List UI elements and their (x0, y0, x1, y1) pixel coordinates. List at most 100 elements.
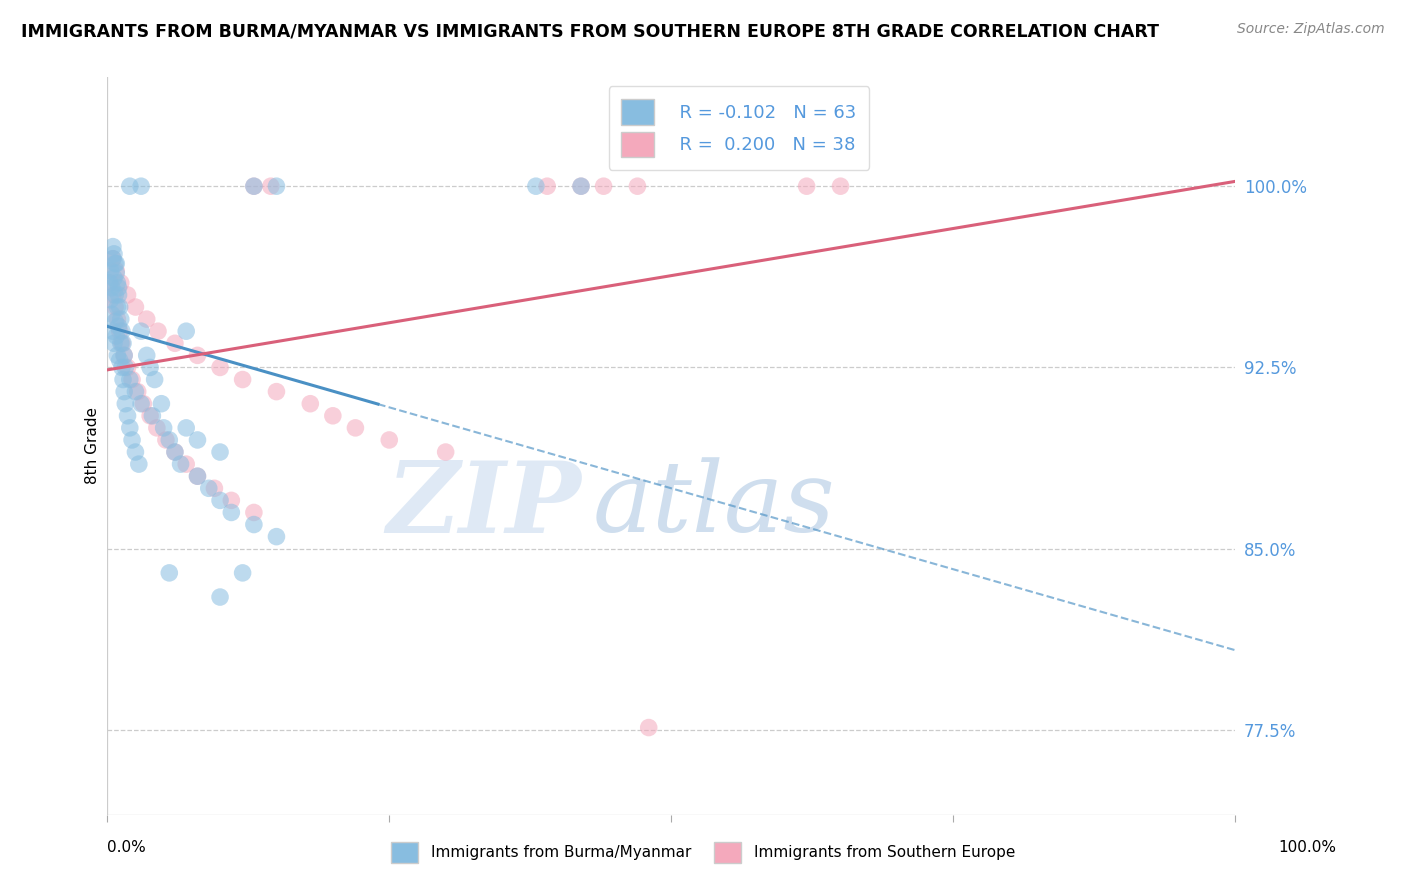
Text: Source: ZipAtlas.com: Source: ZipAtlas.com (1237, 22, 1385, 37)
Point (243, 506, 266, 520)
Point (186, 433, 208, 447)
Point (344, 421, 367, 435)
Point (266, 384, 288, 399)
Point (266, 179, 288, 194)
Point (112, 384, 135, 399)
Point (209, 445, 232, 459)
Point (112, 372, 135, 386)
Point (124, 445, 146, 459)
Point (146, 324, 169, 338)
Point (221, 493, 243, 508)
Point (111, 324, 134, 338)
Point (100, 281, 122, 295)
Point (124, 300, 146, 314)
Point (110, 312, 132, 326)
Point (243, 179, 266, 194)
Point (146, 421, 169, 435)
Point (117, 409, 139, 423)
Point (104, 288, 127, 302)
Point (378, 433, 401, 447)
Point (110, 336, 132, 351)
Point (124, 384, 146, 399)
Point (108, 300, 131, 314)
Point (209, 590, 232, 604)
Point (197, 481, 219, 495)
Point (163, 336, 186, 351)
Point (169, 457, 191, 471)
Point (101, 288, 124, 302)
Point (129, 179, 152, 194)
Point (104, 300, 127, 314)
Point (100, 264, 122, 278)
Text: ZIP: ZIP (387, 457, 581, 553)
Point (117, 288, 139, 302)
Point (114, 397, 136, 411)
Point (150, 397, 173, 411)
Point (118, 421, 141, 435)
Point (114, 360, 136, 375)
Point (127, 384, 149, 399)
Point (98, 276, 121, 290)
Point (108, 324, 131, 338)
Point (163, 445, 186, 459)
Point (105, 329, 128, 343)
Y-axis label: 8th Grade: 8th Grade (86, 408, 100, 484)
Point (141, 409, 163, 423)
Point (101, 252, 124, 266)
Point (103, 271, 125, 285)
Point (569, 179, 592, 194)
Point (157, 433, 180, 447)
Point (101, 324, 124, 338)
Point (107, 319, 129, 334)
Point (107, 281, 129, 295)
Point (128, 457, 150, 471)
Text: atlas: atlas (592, 458, 835, 553)
Point (232, 372, 254, 386)
Point (434, 445, 457, 459)
Point (104, 256, 127, 270)
Point (105, 300, 128, 314)
Point (112, 348, 135, 362)
Point (830, 179, 852, 194)
Point (186, 469, 208, 483)
Point (103, 247, 125, 261)
Point (101, 252, 124, 266)
Point (121, 372, 143, 386)
Point (232, 566, 254, 580)
Point (221, 506, 243, 520)
Point (186, 469, 208, 483)
Point (111, 360, 134, 375)
Point (209, 493, 232, 508)
Point (186, 348, 208, 362)
Point (143, 372, 166, 386)
Point (118, 179, 141, 194)
Legend: Immigrants from Burma/Myanmar, Immigrants from Southern Europe: Immigrants from Burma/Myanmar, Immigrant… (384, 834, 1022, 871)
Point (266, 530, 288, 544)
Point (118, 372, 141, 386)
Point (129, 397, 152, 411)
Point (105, 266, 128, 280)
Point (121, 433, 143, 447)
Point (202, 481, 225, 495)
Point (626, 179, 648, 194)
Point (105, 348, 128, 362)
Point (111, 336, 134, 351)
Point (107, 288, 129, 302)
Point (524, 179, 547, 194)
Point (536, 179, 558, 194)
Point (637, 721, 659, 735)
Point (174, 457, 197, 471)
Point (103, 336, 125, 351)
Point (104, 314, 127, 328)
Text: 0.0%: 0.0% (107, 840, 146, 855)
Point (108, 353, 131, 368)
Point (135, 348, 157, 362)
Point (105, 256, 128, 270)
Point (322, 409, 344, 423)
Point (112, 348, 135, 362)
Point (139, 360, 162, 375)
Point (135, 312, 157, 326)
Point (569, 179, 592, 194)
Point (157, 566, 180, 580)
Point (100, 293, 122, 307)
